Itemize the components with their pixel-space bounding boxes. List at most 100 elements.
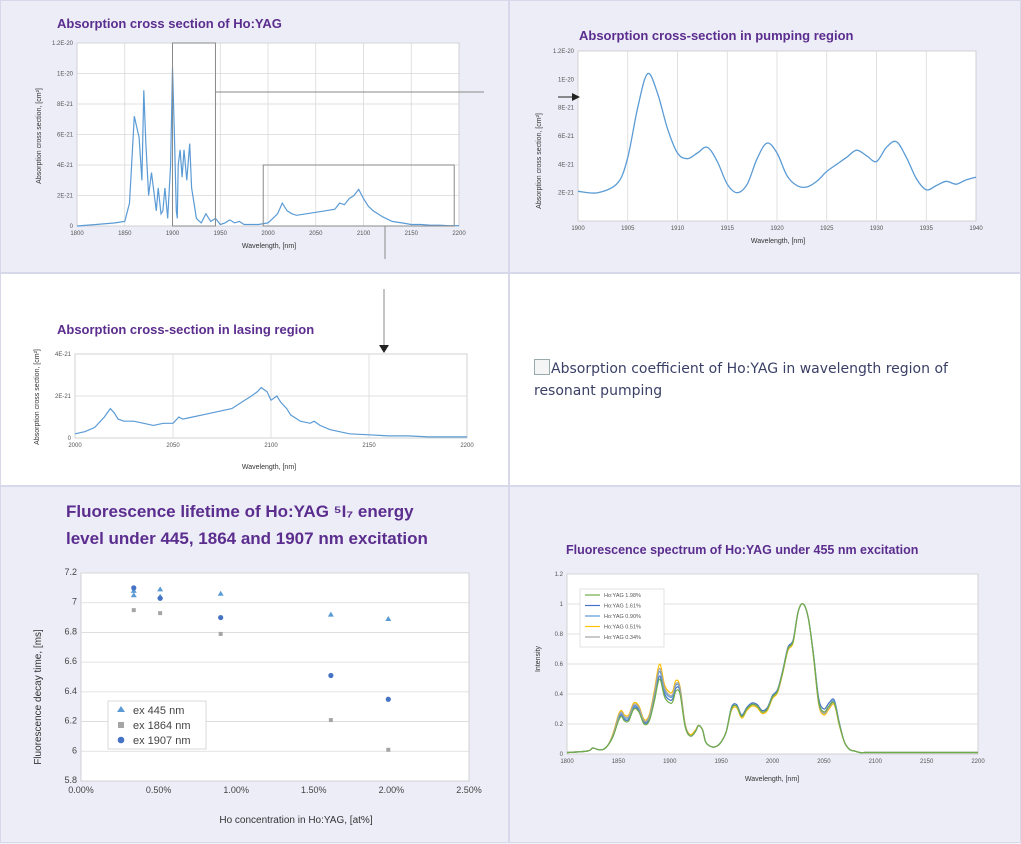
x-tick-label: 1935: [920, 226, 934, 232]
y-axis-label: Absorption cross section, [cm²]: [36, 88, 43, 184]
x-tick-label: 1920: [770, 226, 784, 232]
ex1907-point: [385, 696, 391, 702]
chart-absorption: Absorption cross section of Ho:YAG Absor…: [36, 16, 484, 259]
panel-pumping: Absorption cross-section in pumping regi…: [509, 0, 1021, 273]
x-tick-label: 2150: [362, 443, 376, 449]
y-tick-label: 1.2E-20: [553, 49, 575, 55]
legend-marker-ex1907: [117, 736, 125, 744]
x-tick-label: 2000: [261, 231, 275, 237]
ex1907-point: [328, 672, 334, 679]
x-axis-label: Wavelength, [nm]: [745, 776, 799, 783]
panel-missing-image: [509, 273, 1021, 486]
x-axis-label: Wavelength, [nm]: [751, 238, 805, 245]
panel-lifetime: Fluorescence lifetime of Ho:YAG ⁵I₇ ener…: [0, 486, 509, 843]
ex445-point: [327, 611, 334, 617]
y-tick-label: 0.2: [555, 722, 564, 728]
zoom-box-lasing: [262, 164, 455, 227]
y-tick-label: 1E-20: [558, 77, 575, 83]
ex1864-point: [131, 608, 136, 613]
chart-title: Absorption cross section of Ho:YAG: [57, 16, 282, 31]
legend-label: Ho:YAG 0.51%: [604, 625, 641, 631]
legend-label: Ho:YAG 0.90%: [604, 614, 641, 620]
x-tick-label: 1850: [612, 759, 626, 765]
y-tick-label: 4E-21: [55, 352, 72, 358]
y-tick-label: 6E-21: [57, 133, 74, 139]
x-tick-label: 2200: [460, 443, 474, 449]
y-tick-label: 0: [70, 224, 74, 230]
x-tick-label: 2000: [68, 443, 82, 449]
y-tick-label: 1: [560, 602, 564, 608]
y-tick-label: 4E-21: [57, 163, 74, 169]
y-axis-label: Absorption cross section, [cm²]: [34, 349, 41, 445]
y-tick-label: 6: [72, 745, 77, 755]
absorption-series-line: [76, 67, 459, 227]
x-tick-label: 2200: [452, 231, 466, 237]
legend-marker-ex1864: [118, 722, 124, 728]
y-axis-label: Absorption cross section, [cm²]: [536, 113, 543, 209]
x-tick-label: 2050: [166, 443, 180, 449]
ex445-point: [385, 616, 392, 622]
x-axis-label: Ho concentration in Ho:YAG, [at%]: [219, 815, 372, 826]
broken-image-icon: [534, 359, 550, 375]
x-tick-label: 2050: [817, 759, 831, 765]
y-tick-label: 2E-21: [558, 191, 575, 197]
chart-title: Fluorescence spectrum of Ho:YAG under 45…: [566, 543, 918, 557]
y-tick-label: 5.8: [64, 775, 77, 785]
x-tick-label: 1900: [663, 759, 677, 765]
ex445-point: [130, 592, 137, 598]
x-tick-label: 2100: [357, 231, 371, 237]
x-tick-label: 1925: [820, 226, 834, 232]
y-axis-label: Intensity: [535, 645, 542, 672]
y-tick-label: 1E-20: [57, 72, 74, 78]
legend-label: ex 1907 nm: [133, 735, 190, 747]
chart-fluorescence: Fluorescence spectrum of Ho:YAG under 45…: [535, 543, 985, 783]
x-tick-label: 1910: [671, 226, 685, 232]
y-tick-label: 6.2: [64, 716, 77, 726]
ex1864-point: [218, 631, 223, 636]
x-tick-label: 2000: [766, 759, 780, 765]
x-tick-label: 2200: [971, 759, 985, 765]
x-tick-label: 2050: [309, 231, 323, 237]
y-tick-label: 8E-21: [57, 102, 74, 108]
x-tick-label: 2150: [405, 231, 419, 237]
x-axis-label: Wavelength, [nm]: [242, 464, 296, 471]
chart-lifetime: Fluorescence lifetime of Ho:YAG ⁵I₇ ener…: [33, 502, 482, 826]
y-tick-label: 6E-21: [558, 134, 575, 140]
x-tick-label: 1900: [166, 231, 180, 237]
x-tick-label: 0.00%: [68, 785, 94, 795]
x-tick-label: 1850: [118, 231, 132, 237]
x-tick-label: 1950: [214, 231, 228, 237]
y-tick-label: 0.8: [555, 632, 564, 638]
ex1907-point: [218, 614, 224, 621]
arrow-head: [379, 345, 389, 353]
ex445-point: [217, 590, 224, 596]
panel-lasing: Absorption cross-section in lasing regio…: [0, 273, 509, 486]
y-tick-label: 0: [560, 752, 564, 758]
y-tick-label: 0.6: [555, 662, 564, 668]
y-axis-label: Fluorescence decay time, [ms]: [33, 629, 44, 765]
panel-fluorescence: Fluorescence spectrum of Ho:YAG under 45…: [509, 486, 1021, 843]
ex1907-point: [157, 595, 163, 601]
y-tick-label: 4E-21: [558, 162, 575, 168]
legend-label: Ho:YAG 0.34%: [604, 635, 641, 641]
y-tick-label: 6.6: [64, 656, 77, 666]
x-tick-label: 1.00%: [223, 785, 249, 795]
y-tick-label: 7.2: [64, 567, 77, 577]
y-tick-label: 2E-21: [57, 194, 74, 200]
chart-title: Absorption cross-section in pumping regi…: [579, 28, 854, 43]
image-alt-text: Absorption coefficient of Ho:YAG in wave…: [534, 361, 948, 399]
legend-marker-ex445: [117, 706, 125, 712]
x-tick-label: 2150: [920, 759, 934, 765]
arrow-head: [572, 93, 580, 101]
y-tick-label: 1.2: [555, 572, 564, 578]
ex1907-point: [131, 585, 137, 591]
y-tick-label: 0.4: [555, 692, 564, 698]
y-tick-label: 2E-21: [55, 394, 72, 400]
plot-area: [80, 572, 470, 782]
x-tick-label: 1.50%: [301, 785, 327, 795]
x-axis-label: Wavelength, [nm]: [242, 243, 296, 250]
x-tick-label: 0.50%: [146, 785, 172, 795]
x-tick-label: 1900: [571, 226, 585, 232]
x-tick-label: 1800: [560, 759, 574, 765]
y-tick-label: 0: [68, 436, 72, 442]
